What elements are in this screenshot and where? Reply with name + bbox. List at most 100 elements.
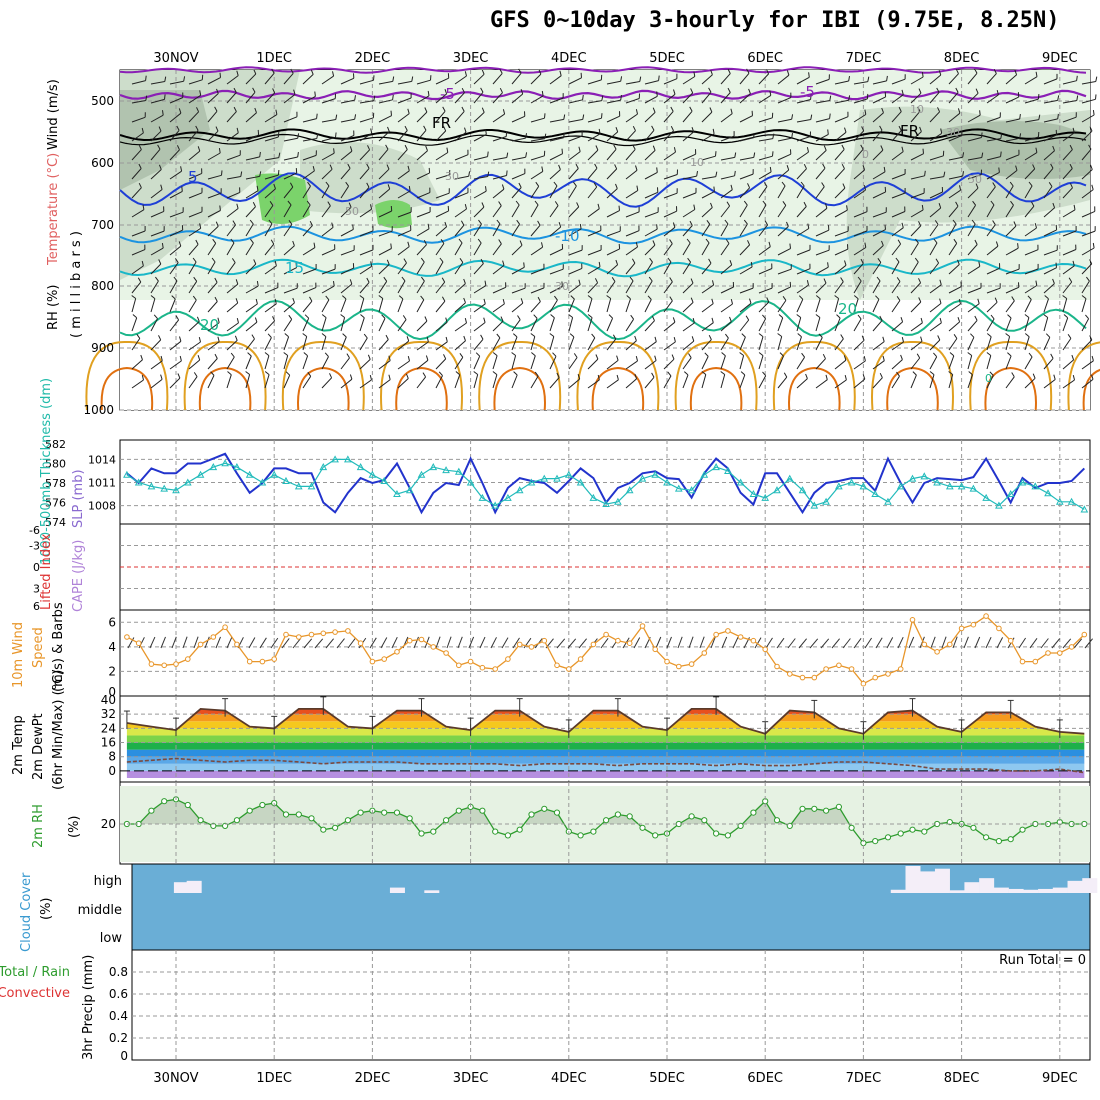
wind-barb [226,191,241,199]
wind-barb-flag [179,336,182,342]
wind-barb-flag [900,317,904,323]
wind-barb-flag [269,201,274,206]
wind-barb [682,76,696,85]
wind-barb [226,224,236,237]
wind-barb-flag [1038,114,1041,120]
wind-barb-flag [335,114,338,120]
wind-barb-flag [1045,333,1051,338]
wind-barb-flag [827,262,829,268]
wind-barb-flag [132,314,138,319]
wind-barb-flag [352,224,354,230]
wind-barb-flag [249,238,254,244]
wind-barb [283,73,294,85]
wind10m-barbs [127,636,1093,649]
wind-barb-flag [720,371,726,375]
wind-barb [511,374,518,389]
bottom-date-label: 1DEC [256,1071,292,1086]
wind-barb-flag [405,373,409,379]
top-date-label: 30NOV [153,51,198,66]
wind-barb-flag [158,259,162,265]
slp-marker [576,478,585,486]
wind-barb [796,99,811,104]
wind-barb [511,187,522,199]
wind-barb-flag [348,202,352,208]
contour-hot [100,366,154,411]
wind-barb [150,169,162,180]
wind-barb [131,298,137,313]
wind-barb [587,79,602,85]
wind-barb [283,245,295,256]
wind-barb-flag [649,257,653,263]
wind-barb-flag [613,144,617,150]
wind-barb-flag [499,68,503,74]
wind-barb [872,229,886,237]
wind-barb [359,117,374,123]
wind-barb-flag [1090,164,1093,170]
wind-barb-flag [561,281,563,287]
wind-barb [511,355,517,370]
wind-barb [701,176,716,180]
wind-barb [245,112,257,123]
wind-speed-point [983,613,989,619]
slp-marker [736,478,745,486]
wind-barb [511,173,526,180]
y-tick-label: 0 [108,685,116,699]
wind-barb-flag [915,238,919,244]
wind-barb [967,355,973,370]
wind-barb [207,130,219,142]
wind-barb [834,317,841,332]
wind-barb-flag [423,125,427,131]
wind-barb [454,92,465,104]
wind-barb-flag [1011,296,1015,302]
wind-barb [891,111,902,123]
wind-barb-flag [955,201,959,207]
wind-barb [682,175,697,180]
wind-barb-flag [876,276,881,282]
wind-speed-point [418,636,425,643]
wind-barb-flag [616,374,619,380]
wind-barb [682,225,693,237]
wind-barb-flag [979,110,981,116]
wind-barb-flag [461,87,465,93]
wind-barb [188,227,201,237]
wind-barb [454,242,463,256]
surface-wind-barb [567,638,577,649]
surface-wind-barb [1040,638,1049,649]
wind-barb-flag [525,152,528,158]
wind-barb [397,229,412,237]
wind-barb-flag [217,336,220,342]
wind-barb-flag [274,260,277,267]
wind-barb-flag [1015,165,1018,171]
wind-barb-flag [360,314,365,319]
wind-barb-flag [252,201,256,207]
wind-barb [131,187,142,199]
wind-barb-flag [483,317,486,323]
wind-barb [397,378,409,389]
y-tick-label: 6 [108,615,116,629]
wind-barb-flag [1014,69,1018,75]
wind-barb [872,245,884,256]
rh-high-area [255,173,310,224]
wind-barb-flag [840,277,844,282]
wind-barb [777,169,790,180]
wind-barb [1043,118,1058,123]
wind-barb [188,192,203,199]
wind-barb-flag [791,133,793,139]
surface-wind-barb [930,636,936,649]
wind-barb-flag [487,171,490,177]
wind-barb [777,317,784,332]
wind-barb [777,97,792,104]
surface-wind-barb [919,636,925,649]
wind-barb [891,281,901,294]
wind-barb [131,149,142,161]
wind-barb [777,226,789,237]
wind-speed-point [505,656,511,662]
wind-barb-flag [995,241,999,247]
slp-marker [773,486,781,494]
wind-speed-point [185,656,191,662]
wind-barb-flag [686,238,691,244]
wind-barb [473,355,481,370]
